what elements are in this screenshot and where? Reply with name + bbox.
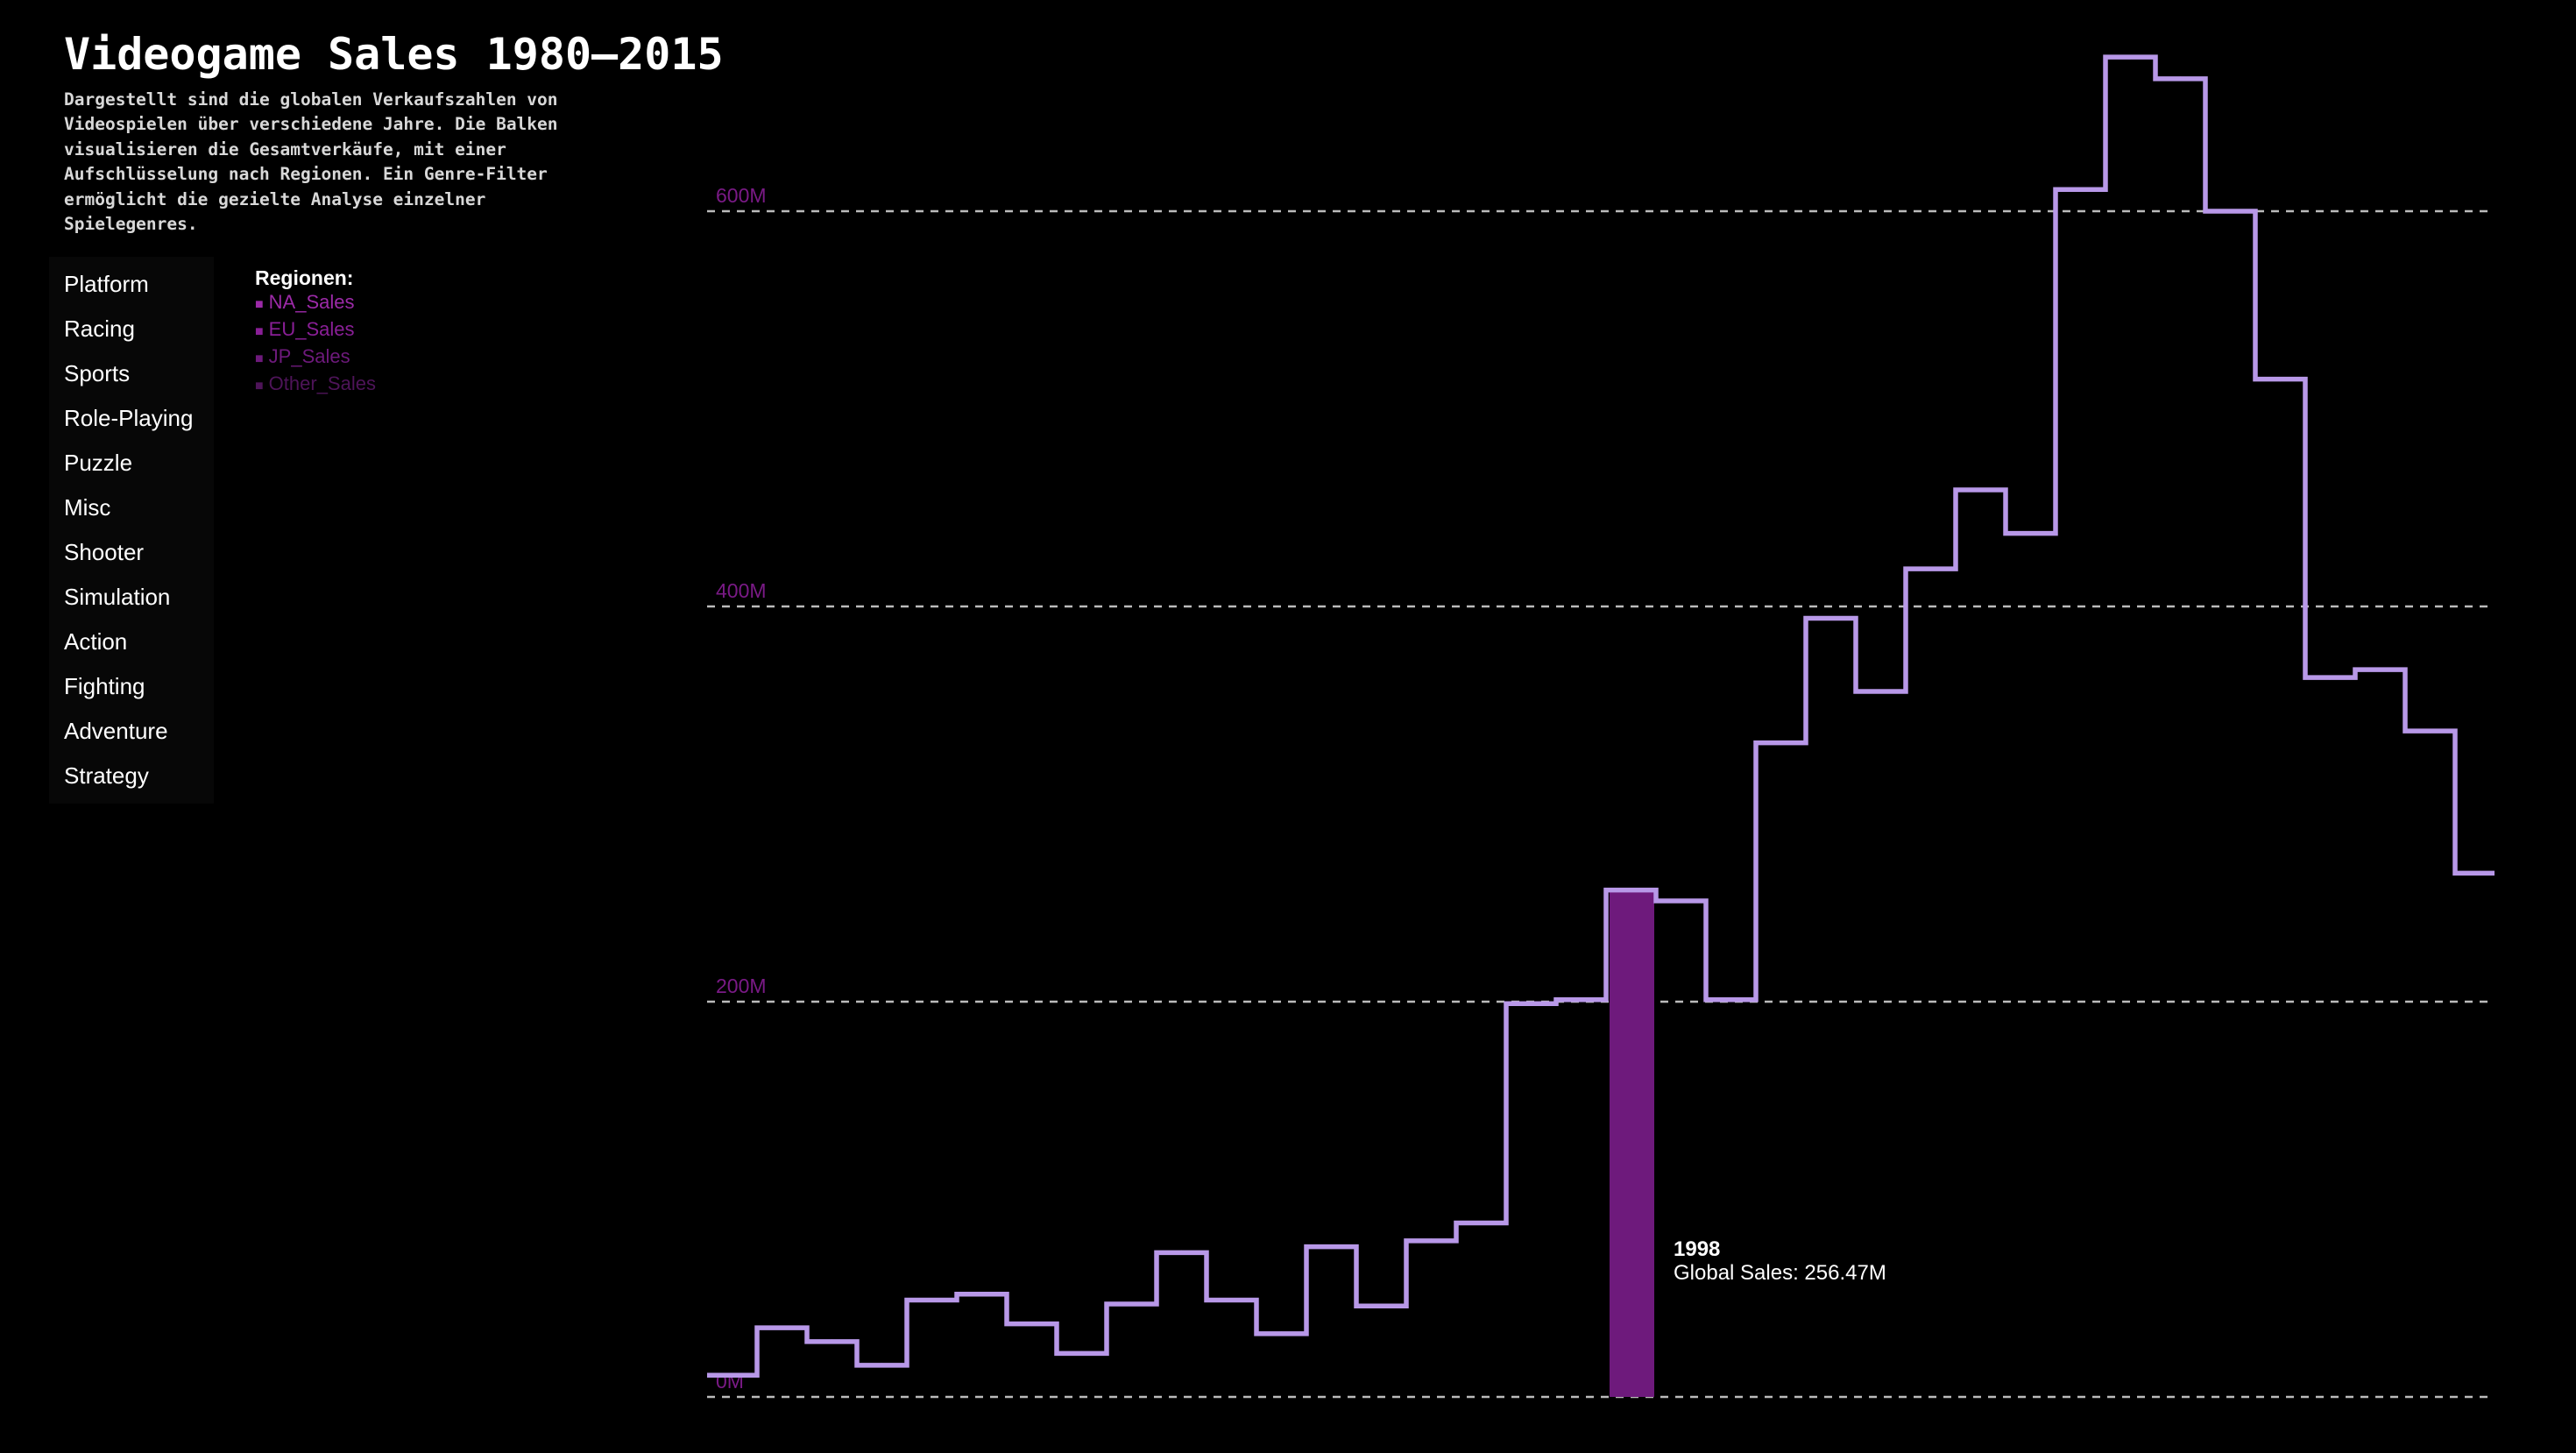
- genre-item-misc[interactable]: Misc: [64, 494, 111, 521]
- data-point: [1928, 566, 1933, 571]
- genre-item-puzzle[interactable]: Puzzle: [64, 450, 133, 476]
- data-point: [1629, 888, 1633, 893]
- legend-title: Regionen:: [255, 266, 354, 289]
- sales-step-line: [707, 54, 2495, 1378]
- data-point: [2028, 531, 2033, 536]
- data-point: [2428, 728, 2432, 734]
- data-point: [780, 1325, 784, 1330]
- highlight-bar: [1610, 890, 1654, 1397]
- data-point: [1379, 1303, 1384, 1308]
- grid-layer: [707, 209, 2495, 1399]
- data-point: [980, 1292, 984, 1297]
- legend-item: ■ JP_Sales: [255, 344, 376, 372]
- genre-item-fighting[interactable]: Fighting: [64, 673, 145, 699]
- region-legend: Regionen: ■ NA_Sales ■ EU_Sales ■ JP_Sales ■ Ot…: [255, 266, 376, 399]
- genre-item-sports[interactable]: Sports: [64, 360, 131, 386]
- legend-items: ■ NA_Sales ■ EU_Sales ■ JP_Sales ■ Other_Sales: [255, 290, 376, 399]
- data-point: [1030, 1322, 1034, 1327]
- data-point: [1978, 487, 1983, 493]
- data-point: [2178, 76, 2183, 82]
- data-point: [1829, 616, 1833, 621]
- tooltip-year: 1998: [1674, 1237, 1720, 1261]
- genre-item-shooter[interactable]: Shooter: [64, 539, 145, 565]
- data-point: [1779, 741, 1783, 746]
- page-title: Videogame Sales 1980–2015: [64, 29, 724, 80]
- genre-item-strategy[interactable]: Strategy: [64, 762, 149, 789]
- genre-item-racing[interactable]: Racing: [64, 315, 135, 342]
- page-description: Dargestellt sind die globalen Verkaufsza…: [64, 89, 558, 235]
- genre-item-role-playing[interactable]: Role-Playing: [64, 405, 194, 431]
- data-point: [1329, 1244, 1334, 1250]
- data-point: [1879, 689, 1883, 694]
- data-point: [2328, 675, 2332, 680]
- data-point: [830, 1339, 834, 1344]
- data-point: [1579, 997, 1583, 1003]
- data-point: [2128, 54, 2133, 60]
- data-point: [2228, 209, 2233, 214]
- y-tick-label: 400M: [716, 579, 767, 602]
- legend-swatch-icon: ■: [255, 324, 264, 339]
- y-tick-label: 600M: [716, 184, 767, 207]
- legend-swatch-icon: ■: [255, 351, 264, 366]
- data-point: [1079, 1350, 1084, 1356]
- data-point: [1229, 1298, 1234, 1303]
- data-point: [1429, 1238, 1433, 1244]
- y-tick-label: 200M: [716, 975, 767, 997]
- legend-label: NA_Sales: [268, 291, 355, 313]
- data-point: [1479, 1221, 1483, 1226]
- highlight-layer: [1610, 890, 1654, 1397]
- legend-swatch-icon: ■: [255, 297, 264, 312]
- line-layer: [707, 54, 2495, 1378]
- data-point: [2478, 870, 2482, 875]
- tooltip: 1998 Global Sales: 256.47M: [1674, 1237, 1886, 1285]
- genre-item-platform[interactable]: Platform: [64, 271, 149, 297]
- data-point: [1679, 898, 1683, 904]
- legend-label: EU_Sales: [268, 318, 355, 340]
- data-point: [1279, 1331, 1284, 1336]
- legend-item: ■ Other_Sales: [255, 372, 376, 399]
- genre-item-adventure[interactable]: Adventure: [64, 718, 168, 744]
- data-point: [2078, 187, 2083, 192]
- legend-item: ■ NA_Sales: [255, 290, 376, 317]
- data-point: [2378, 667, 2382, 672]
- legend-label: Other_Sales: [268, 372, 376, 394]
- tooltip-value: Global Sales: 256.47M: [1674, 1261, 1886, 1285]
- data-point: [880, 1363, 884, 1368]
- data-point: [1179, 1250, 1184, 1255]
- legend-label: JP_Sales: [268, 345, 350, 367]
- genre-item-action[interactable]: Action: [64, 628, 128, 655]
- data-point: [1729, 997, 1733, 1003]
- data-point: [1129, 1301, 1134, 1307]
- data-point: [2278, 377, 2282, 382]
- genre-filter-list: Platform Racing Sports Role-Playing Puzzle Mi…: [49, 257, 214, 804]
- data-point: [730, 1372, 734, 1378]
- data-point: [930, 1298, 934, 1303]
- data-point: [1529, 1001, 1533, 1006]
- legend-item: ■ EU_Sales: [255, 317, 376, 344]
- genre-item-simulation[interactable]: Simulation: [64, 584, 171, 610]
- legend-swatch-icon: ■: [255, 379, 264, 393]
